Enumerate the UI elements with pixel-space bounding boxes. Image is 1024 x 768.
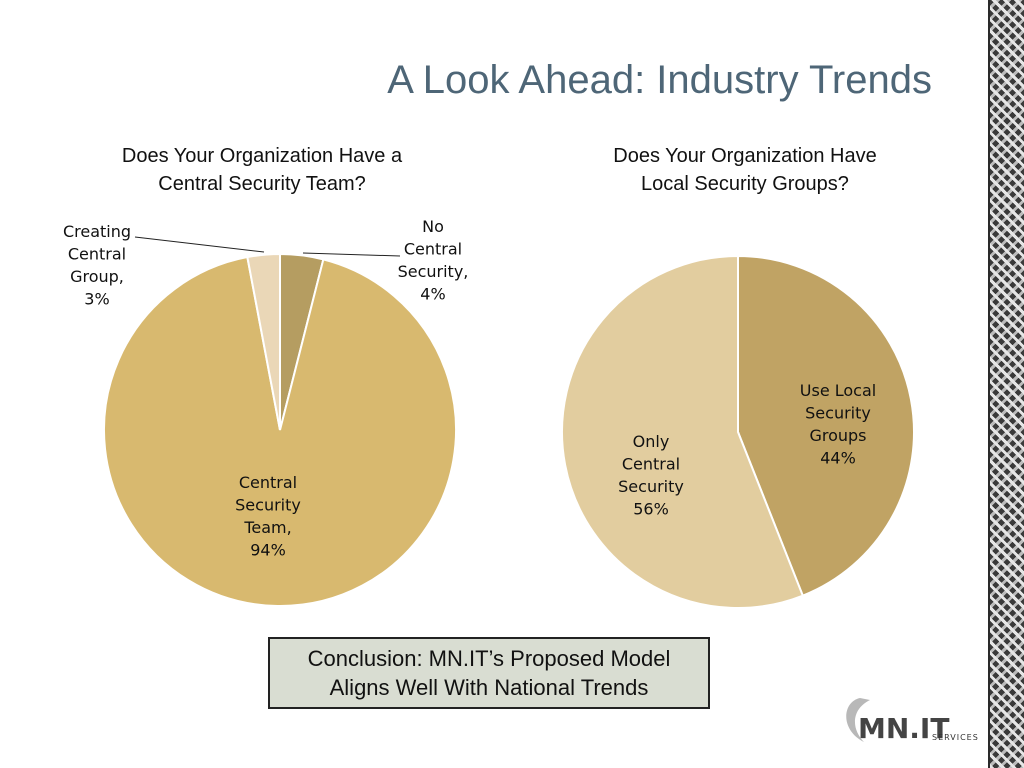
- pie1-data-label-2: Central Security Team, 94%: [235, 473, 301, 560]
- pie1-slice-2: [103, 255, 457, 607]
- pie2-slice-2: [561, 254, 805, 609]
- pie1-leader-line-1: [302, 252, 401, 257]
- logo-brand: MN.IT: [858, 712, 949, 745]
- pie1-slice-3: [246, 252, 281, 431]
- decorative-border: [990, 0, 1024, 768]
- pie2-data-label-2: Only Central Security 56%: [618, 432, 684, 519]
- pie2-slice-1: [737, 254, 915, 597]
- logo-swoosh: [846, 698, 870, 742]
- pie1-data-label-1: No Central Security, 4%: [398, 217, 469, 304]
- logo-sub: SERVICES: [932, 733, 979, 742]
- pie1-leader-line-3: [134, 236, 265, 253]
- pie2-data-label-1: Use Local Security Groups 44%: [800, 381, 876, 468]
- pie1-data-label-3: Creating Central Group, 3%: [63, 222, 131, 309]
- chart1-title: Does Your Organization Have a Central Se…: [121, 145, 403, 195]
- slide-title: A Look Ahead: Industry Trends: [387, 58, 932, 102]
- chart2-title: Does Your Organization Have Local Securi…: [613, 145, 877, 195]
- conclusion-box: Conclusion: MN.IT’s Proposed Model Align…: [268, 637, 710, 709]
- mnit-logo: MN.IT SERVICES: [846, 698, 979, 745]
- border-line: [988, 0, 990, 768]
